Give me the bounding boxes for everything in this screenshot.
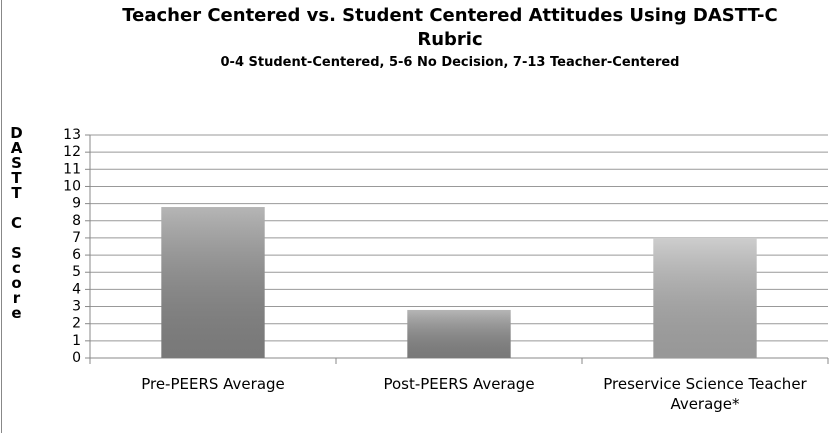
bar-shade <box>653 237 757 358</box>
y-tick-label: 1 <box>72 333 81 349</box>
y-tick-label: 6 <box>72 247 81 263</box>
bar-shade <box>161 207 265 358</box>
y-tick-label: 7 <box>72 230 81 246</box>
y-tick-label: 10 <box>63 178 81 194</box>
x-tick-label: Pre-PEERS Average <box>141 375 285 393</box>
y-tick-label: 13 <box>63 127 81 143</box>
x-tick-label: Post-PEERS Average <box>383 375 535 393</box>
y-tick-label: 11 <box>63 161 81 177</box>
y-tick-label: 5 <box>72 264 81 280</box>
x-tick-label: Preservice Science Teacher Average* <box>603 375 807 413</box>
y-tick-label: 9 <box>72 196 81 212</box>
y-tick-label: 4 <box>72 281 81 297</box>
y-tick-label: 2 <box>72 316 81 332</box>
y-axis-label: DASTT C Score <box>8 124 26 319</box>
chart-subtitle: 0-4 Student-Centered, 5-6 No Decision, 7… <box>220 55 680 70</box>
chart-title: Teacher Centered vs. Student Centered At… <box>122 5 778 50</box>
bar-shade <box>407 309 511 358</box>
y-tick-label: 8 <box>72 213 81 229</box>
y-tick-label: 12 <box>63 144 81 160</box>
y-tick-label: 0 <box>72 350 81 366</box>
y-tick-label: 3 <box>72 299 81 315</box>
